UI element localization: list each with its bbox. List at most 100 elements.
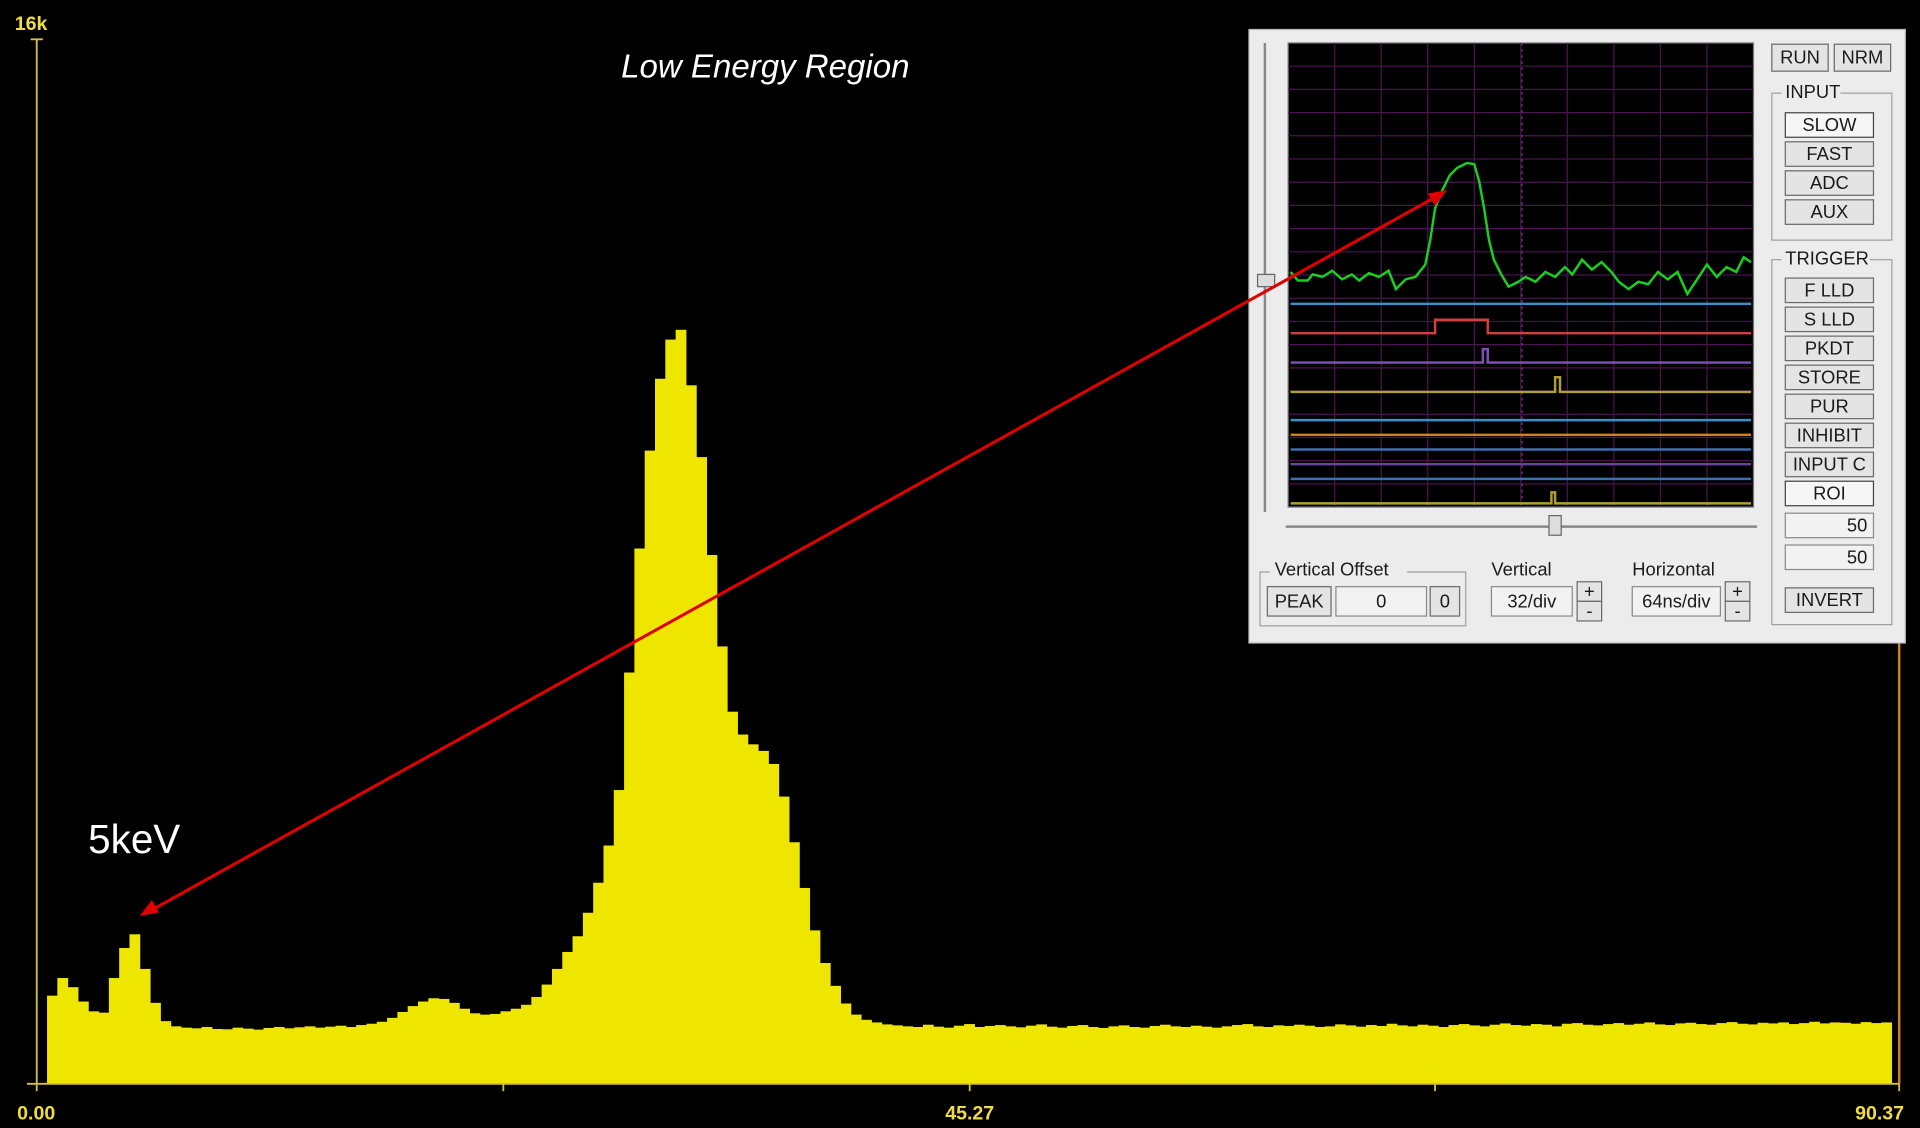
bar (1386, 1023, 1398, 1084)
bar (943, 1027, 955, 1084)
bar (1067, 1026, 1078, 1084)
bar (933, 1026, 945, 1084)
group-label-bg (1269, 562, 1407, 580)
bar (1242, 1024, 1254, 1084)
button-frame[interactable] (1429, 586, 1461, 617)
bar (1757, 1022, 1769, 1084)
button[interactable]: NRM (1842, 47, 1884, 68)
button-frame[interactable] (1784, 277, 1875, 304)
bar (242, 1028, 254, 1084)
bar (974, 1027, 986, 1084)
field-frame (1784, 544, 1875, 571)
bar (1304, 1025, 1315, 1084)
bar (479, 1014, 491, 1084)
button[interactable]: + (1584, 581, 1595, 602)
bar (304, 1026, 316, 1084)
button[interactable]: ROI (1813, 483, 1846, 504)
button[interactable]: INPUT C (1793, 454, 1866, 475)
button-frame[interactable] (1833, 43, 1892, 72)
scope-panel: INPUT TRIGGER Vertical Offset Vertical H… (1248, 28, 1906, 644)
field-frame (1490, 586, 1573, 617)
bar (1149, 1026, 1161, 1084)
bar (1293, 1024, 1305, 1084)
bar (1716, 1023, 1728, 1084)
bar (1572, 1023, 1583, 1084)
bar (1396, 1025, 1408, 1084)
bar (1427, 1025, 1439, 1084)
button-frame[interactable] (1784, 451, 1875, 478)
bar (1345, 1025, 1357, 1084)
trace (1290, 491, 1752, 505)
button-frame[interactable] (1784, 393, 1875, 420)
button-frame[interactable] (1771, 43, 1829, 72)
button-frame[interactable] (1266, 586, 1332, 617)
button[interactable]: - (1586, 600, 1592, 621)
button[interactable]: INHIBIT (1797, 424, 1862, 445)
bar (799, 887, 811, 1084)
button-frame[interactable] (1784, 199, 1875, 225)
bar (1654, 1024, 1666, 1084)
bar (1170, 1026, 1182, 1084)
signal-trace (1289, 161, 1752, 297)
group-label-bg (1781, 84, 1841, 102)
bar (129, 934, 141, 1084)
button[interactable]: STORE (1798, 366, 1861, 387)
h-slider-handle[interactable] (1548, 515, 1562, 536)
bar (1706, 1024, 1717, 1084)
bar (335, 1025, 347, 1084)
bar (1881, 1022, 1893, 1084)
v-slider-handle[interactable] (1256, 273, 1276, 288)
button-frame[interactable] (1784, 335, 1875, 362)
bar (139, 968, 151, 1084)
button-frame[interactable] (1784, 480, 1875, 507)
bar (1180, 1027, 1192, 1084)
bar (1108, 1026, 1120, 1084)
bar (1767, 1023, 1779, 1084)
bar (1139, 1027, 1151, 1084)
group-label: INPUT (1785, 81, 1840, 102)
bar (1283, 1026, 1295, 1084)
bar (562, 951, 574, 1084)
bar (902, 1026, 914, 1084)
bar (1036, 1024, 1048, 1084)
button[interactable]: + (1732, 581, 1743, 602)
button[interactable]: PUR (1810, 395, 1849, 416)
bar (1314, 1027, 1326, 1084)
button[interactable]: RUN (1780, 47, 1820, 68)
button[interactable]: 0 (1440, 590, 1450, 611)
button-frame[interactable] (1724, 600, 1751, 622)
button[interactable]: - (1734, 600, 1740, 621)
button-frame[interactable] (1784, 306, 1875, 333)
bar (88, 1011, 100, 1084)
bar (541, 984, 553, 1084)
button-frame[interactable] (1784, 587, 1875, 613)
bar (1809, 1021, 1820, 1084)
button-frame[interactable] (1784, 364, 1875, 391)
bar (108, 978, 120, 1084)
button[interactable]: INVERT (1796, 589, 1863, 610)
button[interactable]: FAST (1806, 143, 1852, 164)
button[interactable]: PEAK (1275, 590, 1325, 611)
button-frame[interactable] (1784, 112, 1875, 138)
bar (397, 1011, 409, 1084)
button[interactable]: SLOW (1802, 114, 1857, 135)
bar (1685, 1022, 1697, 1084)
button-frame[interactable] (1784, 422, 1875, 449)
button-frame[interactable] (1784, 170, 1875, 196)
bar (665, 339, 677, 1084)
bar (696, 457, 708, 1084)
button-frame[interactable] (1784, 141, 1875, 167)
bar (469, 1013, 481, 1084)
bar (1262, 1027, 1274, 1084)
field-frame (1784, 512, 1875, 539)
button[interactable]: S LLD (1804, 308, 1855, 329)
arrow-line (151, 195, 1436, 912)
button[interactable]: F LLD (1804, 279, 1854, 300)
bar (572, 936, 584, 1084)
bar (366, 1023, 378, 1084)
trace (1290, 318, 1752, 335)
button[interactable]: ADC (1810, 172, 1849, 193)
button-frame[interactable] (1576, 600, 1603, 622)
button[interactable]: PKDT (1805, 337, 1854, 358)
button[interactable]: AUX (1811, 201, 1849, 222)
